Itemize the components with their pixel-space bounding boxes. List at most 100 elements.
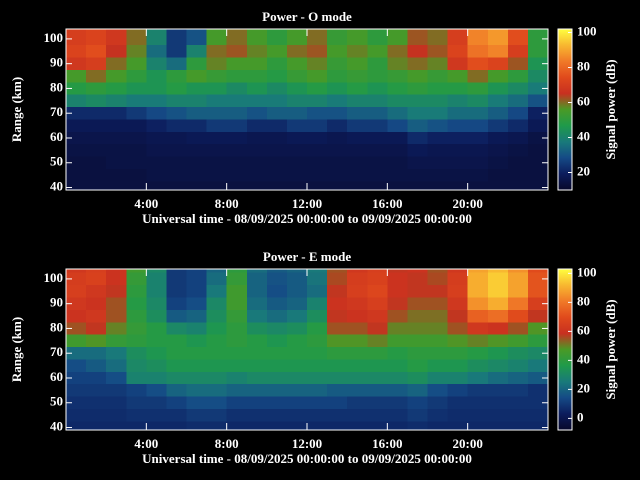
- heatmap-cell: [86, 309, 107, 323]
- heatmap-cell: [307, 285, 328, 298]
- heatmap-cell: [467, 32, 489, 46]
- heatmap-cell: [367, 285, 388, 298]
- heatmap-cell: [206, 408, 228, 422]
- heatmap-cell: [206, 371, 228, 385]
- heatmap-cell: [246, 309, 268, 323]
- heatmap-cell: [206, 309, 228, 323]
- heatmap-cell: [407, 322, 428, 336]
- heatmap-cell: [427, 168, 449, 182]
- heatmap-cell: [186, 156, 208, 170]
- heatmap-cell: [246, 396, 268, 410]
- heatmap-cell: [467, 94, 489, 108]
- heatmap-cell: [226, 359, 248, 373]
- heatmap-cell: [307, 396, 328, 410]
- heatmap-cell: [327, 322, 348, 336]
- heatmap-cell: [487, 144, 509, 158]
- heatmap-cell: [307, 119, 328, 133]
- heatmap-cell: [226, 181, 248, 190]
- heatmap-cell: [186, 371, 208, 385]
- heatmap-cell: [527, 82, 548, 96]
- heatmap-cell: [347, 396, 368, 410]
- heatmap-cell: [407, 371, 428, 385]
- heatmap-cell: [206, 285, 228, 298]
- heatmap-cell: [226, 156, 248, 170]
- heatmap-cell: [126, 131, 147, 145]
- heatmap-cell: [387, 396, 408, 410]
- heatmap-cell: [186, 285, 208, 298]
- heatmap-cell: [467, 384, 489, 398]
- heatmap-cell: [527, 396, 548, 410]
- heatmap-cell: [146, 57, 167, 71]
- heatmap-cell: [527, 57, 548, 71]
- heatmap-cell: [447, 45, 469, 58]
- heatmap-cell: [327, 181, 348, 190]
- heatmap-cell: [66, 144, 87, 158]
- heatmap-cell: [266, 334, 288, 348]
- x-tick-label: 12:00: [292, 436, 322, 451]
- heatmap-cell: [347, 57, 368, 71]
- heatmap-cell: [527, 119, 548, 133]
- heatmap-cell: [186, 107, 208, 120]
- heatmap-cell: [527, 371, 548, 385]
- heatmap-cell: [246, 384, 268, 398]
- heatmap-cell: [487, 421, 509, 430]
- colorbar-label: Signal power (dB): [603, 59, 618, 159]
- heatmap-cell: [467, 156, 489, 170]
- heatmap-cell: [367, 359, 388, 373]
- heatmap-cell: [206, 269, 228, 274]
- heatmap-cell: [407, 107, 428, 120]
- heatmap-cell: [347, 421, 368, 430]
- heatmap-cell: [246, 131, 268, 145]
- heatmap-cell: [166, 69, 187, 83]
- chart-title: Power - O mode: [262, 9, 352, 24]
- heatmap-cell: [507, 297, 529, 311]
- heatmap-cell: [507, 57, 529, 71]
- heatmap-cell: [467, 107, 489, 120]
- heatmap-cell: [246, 421, 268, 430]
- heatmap-cell: [327, 144, 348, 158]
- heatmap: [66, 269, 548, 430]
- heatmap-cell: [86, 285, 107, 298]
- heatmap-cell: [226, 168, 248, 182]
- heatmap-cell: [266, 322, 288, 336]
- heatmap-cell: [487, 29, 509, 34]
- heatmap-cell: [427, 119, 449, 133]
- heatmap-cell: [507, 131, 529, 145]
- heatmap-cell: [307, 421, 328, 430]
- heatmap-cell: [307, 269, 328, 274]
- heatmap-cell: [487, 168, 509, 182]
- heatmap-cell: [327, 408, 348, 422]
- heatmap-cell: [126, 82, 147, 96]
- heatmap-cell: [307, 57, 328, 71]
- heatmap-cell: [467, 347, 489, 360]
- heatmap-cell: [206, 82, 228, 96]
- heatmap-cell: [246, 181, 268, 190]
- heatmap-cell: [226, 297, 248, 311]
- heatmap-cell: [106, 57, 127, 71]
- heatmap-cell: [146, 285, 167, 298]
- heatmap-cell: [487, 359, 509, 373]
- heatmap-cell: [286, 29, 308, 34]
- heatmap-cell: [266, 57, 288, 71]
- heatmap-cell: [387, 131, 408, 145]
- heatmap-cell: [387, 322, 408, 336]
- heatmap-cell: [367, 156, 388, 170]
- heatmap-cell: [286, 131, 308, 145]
- heatmap-cell: [427, 309, 449, 323]
- heatmap-cell: [266, 285, 288, 298]
- heatmap-cell: [286, 57, 308, 71]
- heatmap-cell: [387, 347, 408, 360]
- heatmap-cell: [307, 309, 328, 323]
- heatmap-cell: [126, 45, 147, 58]
- heatmap-cell: [407, 82, 428, 96]
- heatmap-cell: [387, 168, 408, 182]
- heatmap-cell: [166, 181, 187, 190]
- heatmap-cell: [286, 272, 308, 286]
- heatmap-cell: [447, 272, 469, 286]
- heatmap-cell: [246, 285, 268, 298]
- heatmap-cell: [387, 82, 408, 96]
- heatmap-cell: [146, 322, 167, 336]
- heatmap-cell: [206, 131, 228, 145]
- heatmap-cell: [226, 285, 248, 298]
